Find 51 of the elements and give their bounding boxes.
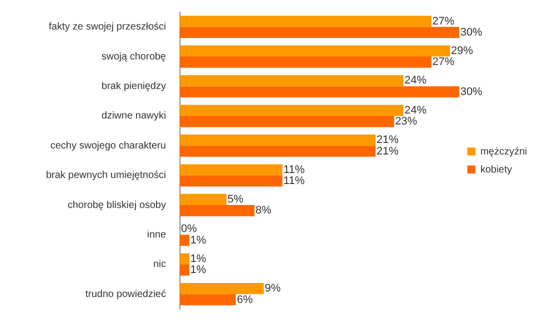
bar [180,253,190,264]
data-label: 11% [283,164,305,176]
bar [180,294,236,306]
data-label: 30% [460,86,483,98]
bar [180,75,404,86]
y-tick-label: fakty ze swojej przeszłości [48,22,166,33]
data-label: 6% [236,294,253,306]
bar [180,264,190,276]
data-label: 21% [376,134,399,146]
bar [180,164,282,176]
bar [180,175,282,186]
bar [180,146,376,157]
bar [180,194,227,206]
data-label: 29% [451,45,474,58]
data-label: 23% [395,116,418,128]
y-tick-label: brak pewnych umiejętności [46,170,166,182]
data-label: 1% [190,234,206,246]
data-label: 1% [190,252,206,265]
bar [180,16,432,27]
y-tick-label: dziwne nawyki [102,110,166,122]
y-tick-label: chorobę bliskiej osoby [68,200,166,211]
y-tick-label: nic [153,259,166,270]
bar [180,134,376,146]
bar [180,283,264,294]
bar [180,205,254,216]
data-label: 8% [255,204,272,217]
bar [180,116,394,128]
bar [180,104,404,116]
data-label: 30% [460,26,483,38]
bar [180,45,450,57]
bar [180,234,190,246]
data-label: 0% [181,223,198,236]
data-label: 21% [376,145,399,158]
data-label: 9% [264,282,281,295]
data-label: 27% [432,15,455,28]
data-label: 27% [432,56,455,68]
data-label: 1% [190,264,206,276]
y-tick-label: swoją chorobę [102,51,166,62]
y-tick-label: trudno powiedzieć [85,288,166,300]
legend-label: mężczyźni [480,146,528,158]
y-tick-label: inne [147,230,166,240]
legend-label: kobiety [480,164,512,176]
data-label: 11% [283,174,305,187]
bar [180,26,460,38]
y-tick-label: brak pieniędzy [102,81,166,92]
y-tick-label: cechy swojego charakteru [50,140,166,152]
data-label: 24% [404,104,427,116]
data-label: 24% [404,74,427,87]
data-label: 5% [228,194,244,206]
bar [180,86,460,98]
bar [180,56,432,68]
